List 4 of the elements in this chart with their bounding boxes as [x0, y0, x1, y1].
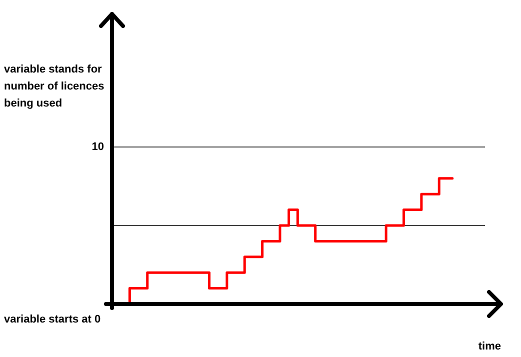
x-axis-title: time: [478, 340, 501, 352]
text: variable stands for number of licences being used: [4, 64, 104, 110]
text: variable starts at 0: [4, 314, 101, 326]
text: 10: [92, 141, 104, 154]
